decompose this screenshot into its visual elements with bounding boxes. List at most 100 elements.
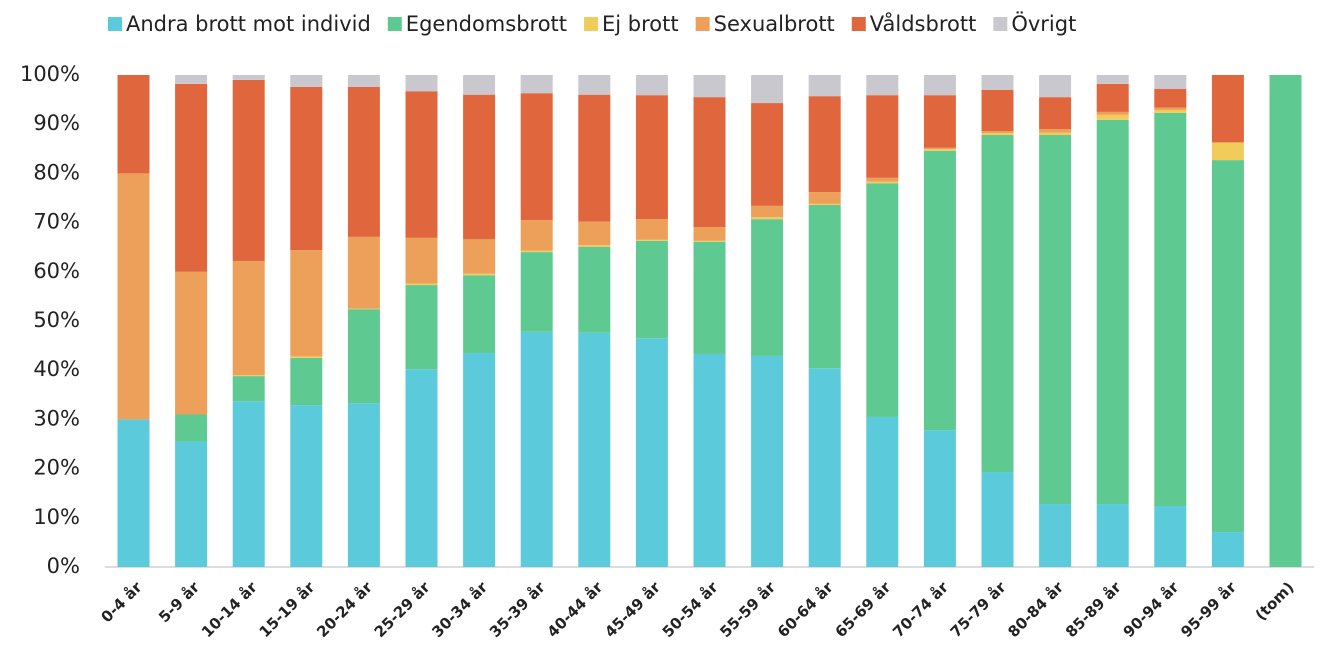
bar-segment (1096, 119, 1129, 505)
bar-segment (751, 355, 784, 567)
bar-segment (808, 203, 841, 205)
bar-segment (866, 181, 899, 184)
bar-segment (751, 75, 784, 104)
bar-segment (1039, 135, 1072, 505)
x-tick-label: 0-4 år (98, 578, 146, 626)
x-tick-label: 20-24 år (313, 578, 376, 641)
legend-swatch (695, 17, 710, 31)
bar-segment (981, 135, 1014, 473)
bar-segment (520, 93, 553, 221)
bar-segment (808, 96, 841, 193)
bar-segment (578, 245, 611, 247)
bar-segment (923, 149, 956, 151)
bar-segment (981, 131, 1014, 134)
bar-segment (866, 95, 899, 178)
bar-segment (808, 368, 841, 567)
bar-segment (347, 86, 380, 237)
y-tick-label: 20% (33, 456, 80, 480)
bar-segment (347, 403, 380, 567)
bar-segment (693, 240, 726, 242)
bar-segment (1154, 75, 1187, 89)
bar-segment (693, 241, 726, 354)
legend-swatch (387, 17, 402, 31)
bar-segment (578, 332, 611, 567)
bar-segment (290, 356, 323, 358)
bar-segment (751, 219, 784, 356)
legend-label: Ej brott (602, 12, 679, 36)
bar-segment (175, 75, 208, 84)
x-tick-label: 50-54 år (659, 578, 722, 641)
bar-segment (866, 177, 899, 182)
bar-segment (347, 236, 380, 309)
bar-segment (1154, 88, 1187, 108)
bar-segment (405, 285, 438, 370)
x-tick-label: 65-69 år (832, 578, 895, 641)
y-tick-label: 80% (33, 160, 80, 184)
bar-segment (635, 219, 668, 240)
bar-segment (117, 419, 150, 567)
bar-segment (1211, 160, 1244, 533)
bar-segment (751, 205, 784, 218)
bar-segment (520, 250, 553, 253)
bar-segment (290, 75, 323, 87)
bar-segment (520, 220, 553, 251)
bar-segment (1154, 107, 1187, 110)
bar-segment (520, 331, 553, 567)
bar-segment (1096, 114, 1129, 120)
bar-segment (405, 369, 438, 567)
bar-segment (1039, 129, 1072, 133)
y-tick-label: 90% (33, 111, 80, 135)
bar-segment (463, 239, 496, 274)
x-tick-label: 30-34 år (428, 578, 491, 641)
bar-segment (405, 283, 438, 286)
bar-segment (578, 221, 611, 246)
legend-label: Andra brott mot individ (126, 12, 371, 36)
bar-segment (1096, 83, 1129, 112)
bar-segment (175, 414, 208, 442)
x-tick-label: 90-94 år (1120, 578, 1183, 641)
bar-segment (1096, 504, 1129, 567)
x-tick-label: 25-29 år (371, 578, 434, 641)
bar-segment (808, 192, 841, 204)
bar-segment (981, 75, 1014, 90)
bar-segment (175, 441, 208, 567)
bar-segment (578, 246, 611, 333)
bar-segment (751, 217, 784, 220)
bar-segment (1211, 142, 1244, 161)
x-tick-label: 60-64 år (774, 578, 837, 641)
bar-segment (635, 239, 668, 241)
y-tick-label: 10% (33, 505, 80, 529)
bar-segment (463, 275, 496, 353)
bar-segment (1154, 112, 1187, 506)
legend-swatch (993, 17, 1008, 31)
bar-segment (290, 250, 323, 357)
y-tick-label: 100% (20, 62, 80, 86)
y-tick-label: 50% (33, 308, 80, 332)
x-tick-label: 5-9 år (155, 578, 203, 626)
bar-segment (175, 83, 208, 272)
x-tick-label: 85-89 år (1062, 578, 1125, 641)
bar-segment (405, 237, 438, 284)
bar-segment (1154, 109, 1187, 113)
y-tick-label: 0% (47, 554, 80, 578)
bar-segment (1039, 132, 1072, 136)
legend-swatch (108, 17, 122, 31)
bar-segment (693, 227, 726, 241)
bar-segment (693, 97, 726, 228)
y-tick-label: 40% (33, 357, 80, 381)
bar-segment (981, 472, 1014, 567)
legend-label: Övrigt (1011, 11, 1076, 36)
x-tick-label: (tom) (1252, 578, 1298, 624)
x-tick-label: 45-49 år (601, 578, 664, 641)
bar-segment (923, 95, 956, 148)
bar-segment (232, 375, 265, 377)
bar-segment (981, 133, 1014, 136)
bar-segment (232, 401, 265, 567)
bar-segment (347, 309, 380, 404)
legend-label: Våldsbrott (870, 11, 977, 36)
bar-segment (981, 89, 1014, 132)
y-tick-label: 30% (33, 406, 80, 430)
x-tick-label: 75-79 år (947, 578, 1010, 641)
bar-segment (290, 357, 323, 406)
